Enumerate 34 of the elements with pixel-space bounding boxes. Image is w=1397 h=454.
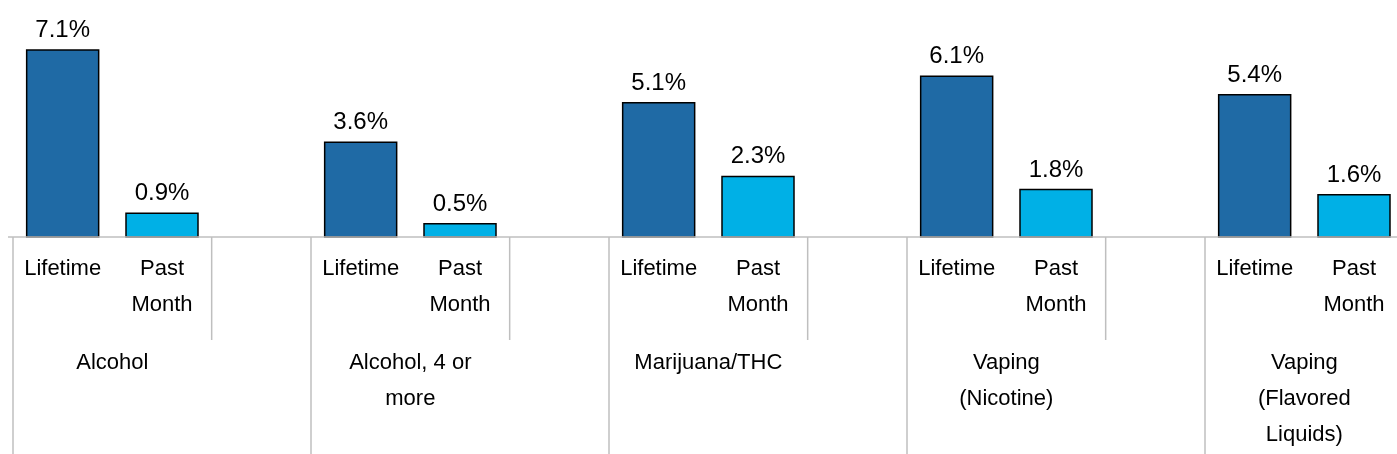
data-label: 6.1% [929,41,985,69]
x-tick-label: Marijuana/THC [634,349,783,374]
data-label: 5.1% [631,67,687,95]
data-label: 5.4% [1227,59,1283,87]
bar [125,212,199,238]
text: Past Month [1025,255,1087,316]
bar [323,141,398,238]
text: Lifetime [918,255,996,280]
x-tick-label: Vaping (Flavored Liquids) [1257,349,1351,446]
series-label: Lifetime [322,255,400,280]
data-label: 3.6% [333,107,389,135]
text: Past Month [429,255,491,316]
text: Lifetime [24,255,102,280]
x-tick-label: Alcohol, 4 or more [349,349,472,410]
text: Past Month [1323,255,1385,316]
text: Past Month [727,255,789,316]
bar [621,101,696,238]
data-label: 7.1% [35,15,91,42]
x-tick-label: Alcohol [76,349,149,374]
text: Lifetime [620,255,698,280]
x-tick-label: Vaping (Nicotine) [959,349,1054,410]
bar [721,175,795,238]
text: Lifetime [1216,255,1294,280]
data-label: 0.9% [134,178,190,206]
bar [1217,94,1292,238]
data-label: 1.8% [1028,154,1084,182]
data-label: 2.3% [730,141,786,169]
series-label: Past Month [131,255,193,316]
bar [1019,188,1093,238]
data-label: 1.6% [1326,159,1382,187]
bar [919,75,994,238]
bar [1317,194,1391,238]
data-label: 0.5% [432,188,488,216]
bar [25,49,100,238]
